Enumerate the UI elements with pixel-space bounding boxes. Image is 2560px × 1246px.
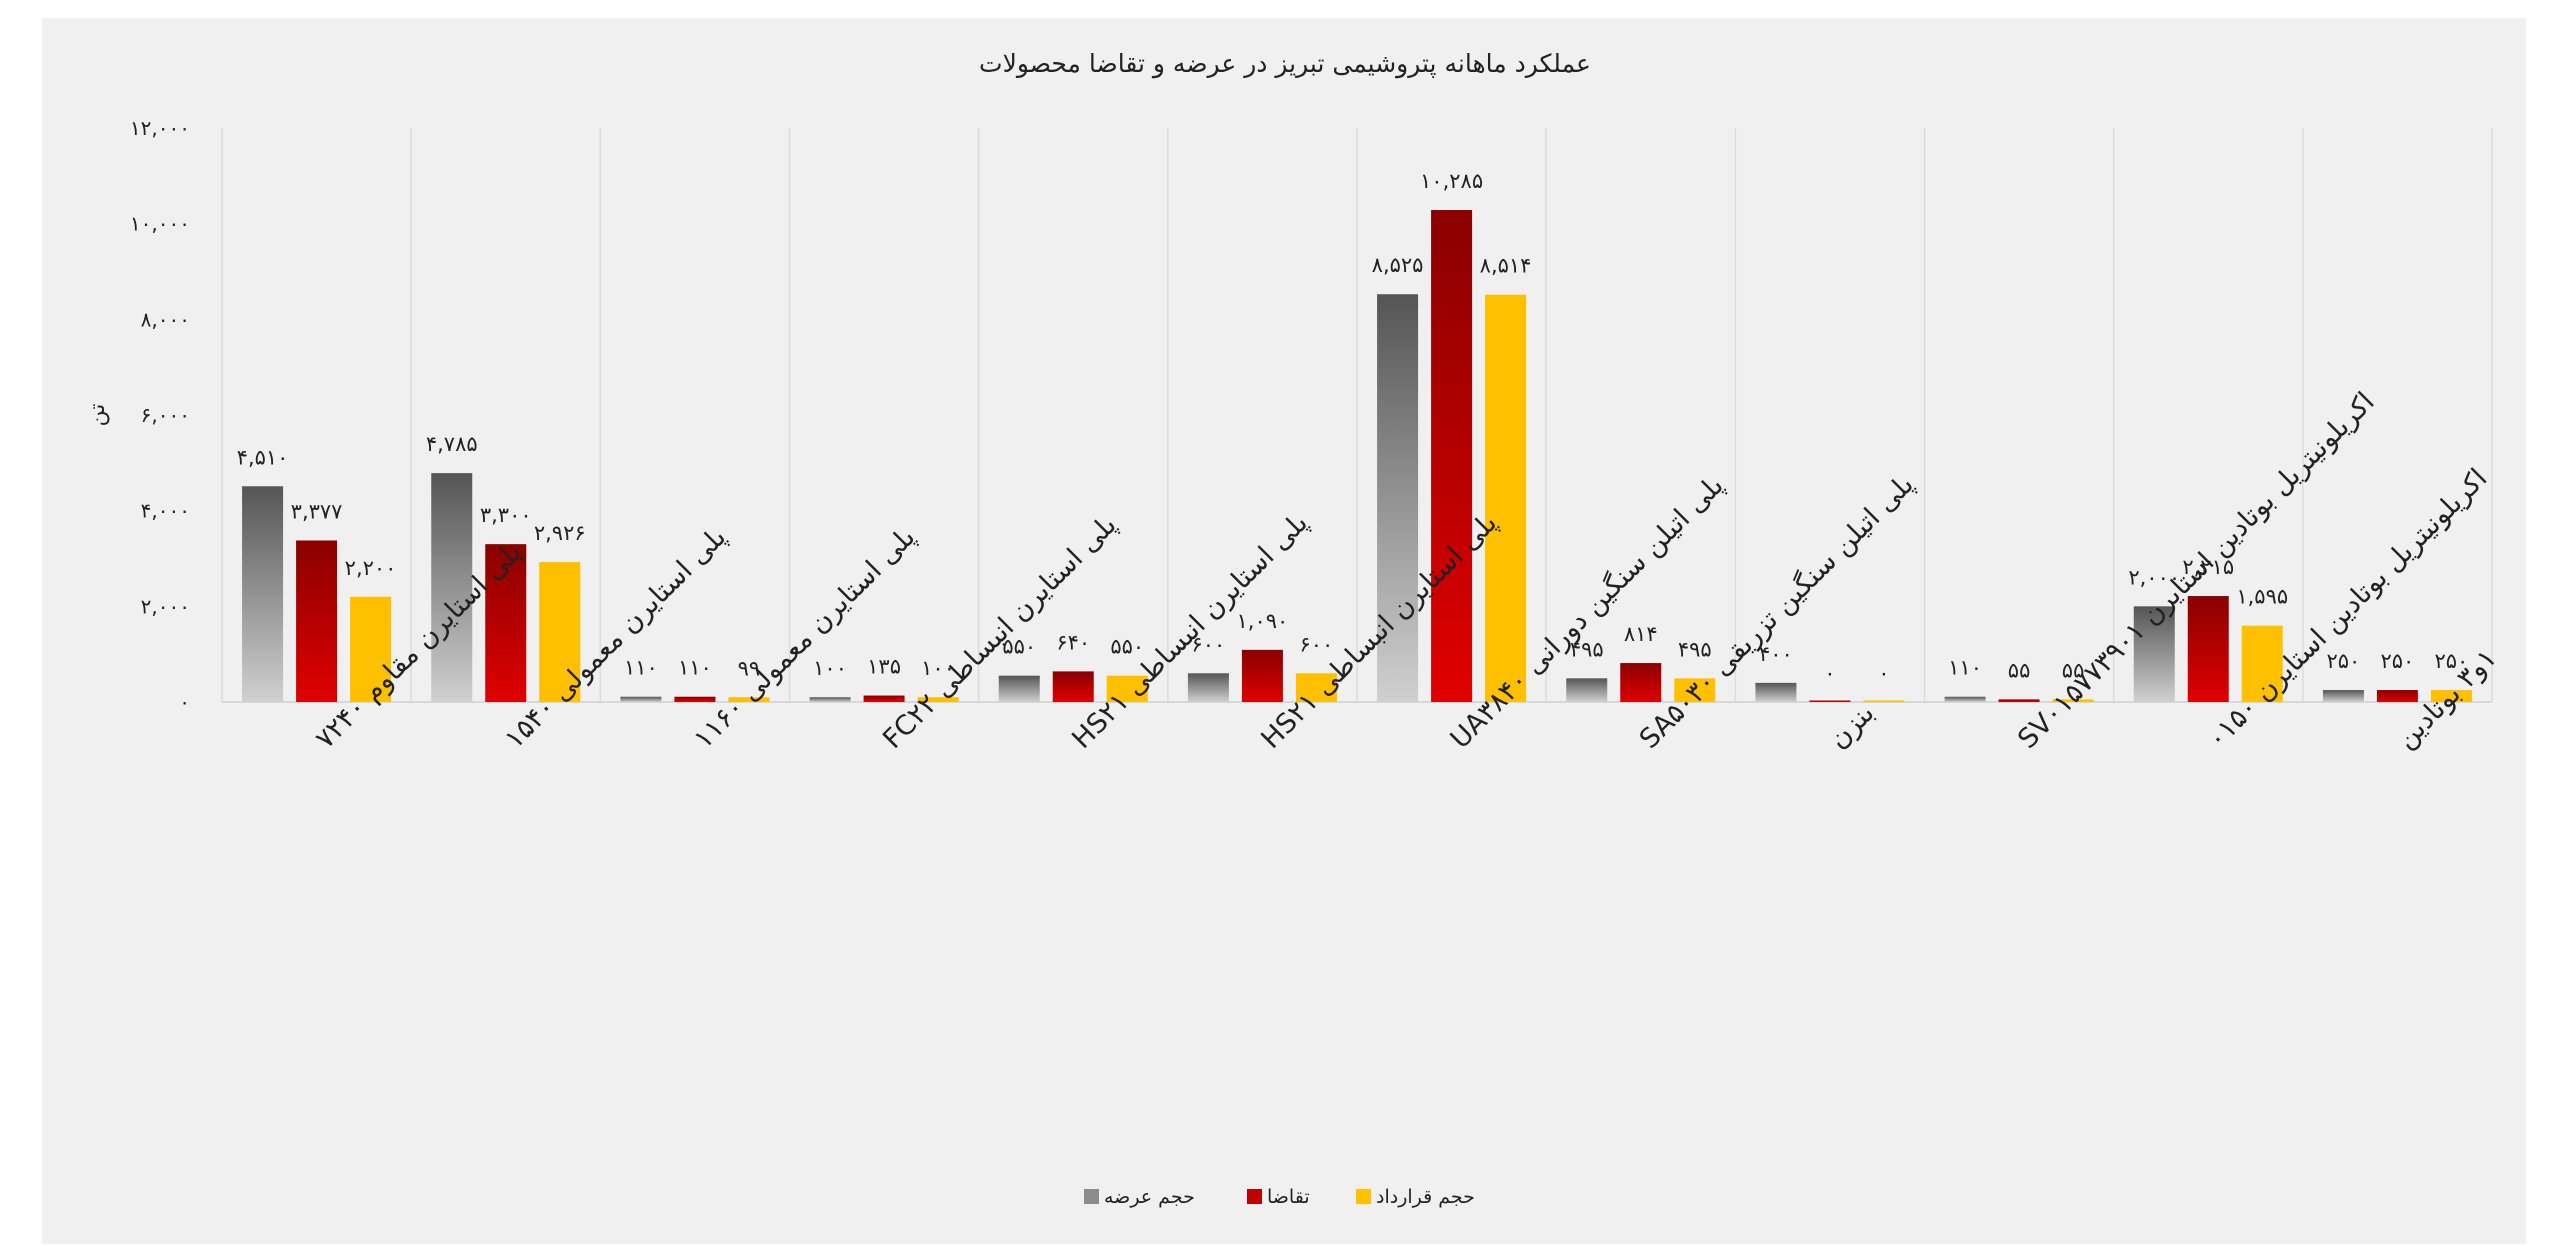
bar-supply [1566,678,1608,702]
y-tick-label: ۶,۰۰۰ [141,403,190,427]
data-label: ۶۴۰ [1056,630,1090,654]
bar-supply [1187,673,1229,702]
bar-demand [1998,699,2040,702]
y-axis-ticks: ۰ ۲,۰۰۰ ۴,۰۰۰ ۶,۰۰۰ ۸,۰۰۰ ۱۰,۰۰۰ ۱۲,۰۰۰ [130,116,190,714]
bar-contract [728,697,770,702]
bar-demand [1431,210,1473,702]
bars [242,210,2472,702]
data-label: ۱,۵۹۵ [2236,585,2288,609]
y-tick-label: ۱۰,۰۰۰ [130,212,190,236]
data-label: ۲,۹۲۶ [534,521,586,545]
bar-contract [2052,699,2094,702]
data-label: ۵۵ [2008,658,2031,682]
data-label: ۰ [1878,661,1889,685]
bar-contract [917,697,959,702]
data-label: ۵۵۰ [1110,635,1144,659]
category-label: پلی استایرن معمولی ۱۵۴۰ [499,521,733,755]
data-label: ۶۰۰ [1299,632,1333,656]
data-label: ۱۰,۲۸۵ [1420,169,1483,193]
data-label: ۹۹ [738,656,761,680]
y-axis-label: تن [85,404,110,427]
legend-label: حجم عرضه [1104,1186,1195,1208]
bar-supply [1377,294,1419,702]
bar-supply [1755,682,1797,702]
bar-demand [1620,663,1662,702]
data-label: ۴,۷۸۵ [426,432,478,456]
data-label: ۲۵۰ [2380,649,2414,673]
data-label: ۲,۲۰۰ [345,556,397,580]
legend-swatch [1356,1189,1371,1204]
bar-demand [1241,649,1283,702]
legend-swatch [1084,1189,1099,1204]
data-label: ۴۹۵ [1678,637,1712,661]
data-label: ۴۹۵ [1570,637,1604,661]
data-label: ۳,۳۷۷ [291,499,343,523]
data-label: ۴۰۰ [1759,642,1793,666]
data-label: ۰ [1824,661,1835,685]
data-label: ۵۵۰ [1002,635,1036,659]
bar-demand [674,696,716,702]
bar-demand [1809,700,1851,702]
category-label: بنزن [1823,697,1881,755]
data-label: ۱۳۵ [867,655,901,679]
data-label: ۲,۲۱۵ [2182,555,2234,579]
data-label: ۲,۰۰۰ [2128,565,2180,589]
bar-contract [350,596,392,702]
grid-lines [221,128,2493,703]
data-label: ۵۵ [2062,658,2085,682]
data-label: ۶۰۰ [1191,632,1225,656]
bar-supply [242,486,284,702]
category-label: پلی استایرن معمولی ۱۱۶۰ [688,521,922,755]
bar-contract [539,562,581,702]
bar-demand [296,540,338,702]
data-label: ۱۱۰ [1948,656,1982,680]
data-label: ۱۱۰ [678,656,712,680]
data-label: ۲۵۰ [2326,649,2360,673]
bar-supply [809,697,851,702]
bar-supply [998,675,1040,702]
bar-contract [1863,700,1905,702]
legend-label: حجم قرارداد [1376,1186,1475,1208]
data-label: ۱,۰۹۰ [1237,609,1289,633]
bar-contract [1674,678,1716,702]
data-label: ۳,۳۰۰ [480,503,532,527]
bar-demand [485,544,527,702]
bar-contract [2241,625,2283,702]
data-label: ۸,۵۱۴ [1480,254,1532,278]
y-tick-label: ۲,۰۰۰ [141,594,190,618]
bar-contract [1295,673,1337,702]
data-label: ۱۰۰ [813,656,847,680]
bar-contract [1485,294,1527,702]
bar-contract [2430,690,2472,702]
data-label: ۸۱۴ [1624,622,1658,646]
y-tick-label: ۴,۰۰۰ [141,499,190,523]
data-label: ۱۱۰ [624,656,658,680]
y-tick-label: ۸,۰۰۰ [141,307,190,331]
bar-supply [1944,696,1986,702]
bar-supply [620,696,662,702]
legend-label: تقاضا [1267,1186,1310,1208]
data-label: ۴,۵۱۰ [237,445,289,469]
data-label: ۲۵۰ [2434,649,2468,673]
bar-demand [2187,596,2229,702]
bar-demand [1052,671,1094,702]
data-label: ۸,۵۲۵ [1372,253,1424,277]
legend-swatch [1247,1189,1262,1204]
bar-demand [863,695,905,702]
y-tick-label: ۱۲,۰۰۰ [130,116,190,140]
data-label: ۱۰۰ [921,656,955,680]
legend: حجم عرضه تقاضا حجم قرارداد [1084,1186,1475,1208]
bar-supply [431,473,473,702]
bar-supply [2133,606,2175,702]
bar-demand [2376,690,2418,702]
bar-supply [2322,690,2364,702]
y-tick-label: ۰ [179,690,190,714]
chart-title: عملکرد ماهانه پتروشیمی تبریز در عرضه و ت… [979,49,1591,79]
bar-contract [1106,675,1148,702]
